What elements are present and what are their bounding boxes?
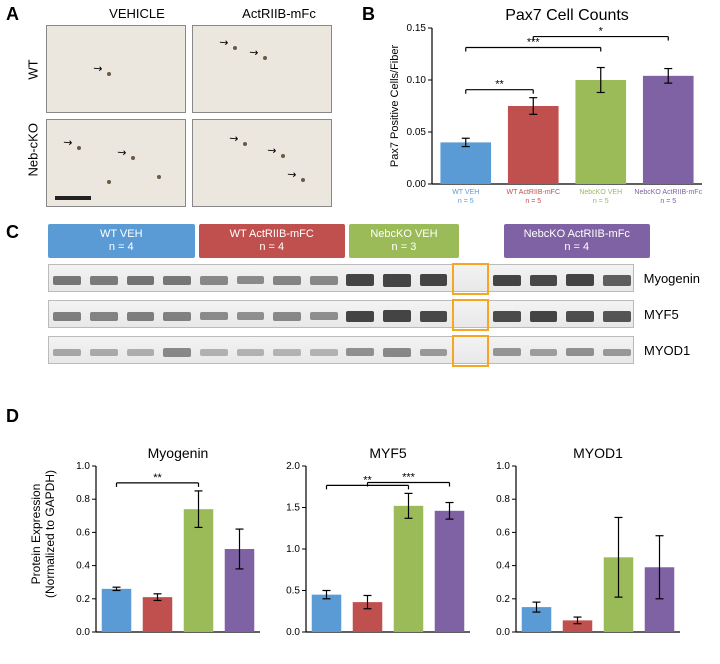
svg-text:*: * xyxy=(599,26,604,38)
svg-text:0.8: 0.8 xyxy=(76,494,90,505)
blot-name: MYF5 xyxy=(644,307,679,322)
svg-text:0.4: 0.4 xyxy=(76,561,90,572)
svg-text:0.0: 0.0 xyxy=(496,627,510,638)
svg-text:1.0: 1.0 xyxy=(496,461,510,472)
micrograph-ko-act: ↘ ↘ ↘ xyxy=(192,119,332,207)
svg-text:n = 5: n = 5 xyxy=(458,198,474,205)
svg-text:Myogenin: Myogenin xyxy=(148,445,209,461)
svg-text:0.2: 0.2 xyxy=(496,594,510,605)
svg-text:0.6: 0.6 xyxy=(496,527,510,538)
svg-text:0.10: 0.10 xyxy=(407,75,427,86)
svg-text:0.00: 0.00 xyxy=(407,179,427,190)
svg-text:1.5: 1.5 xyxy=(286,503,300,514)
svg-text:***: *** xyxy=(402,472,416,484)
blot-row-myod1: MYOD1 xyxy=(20,336,700,364)
group-label-ko_act: NebcKO ActRIIB-mFcn = 4 xyxy=(504,224,651,258)
svg-text:n = 5: n = 5 xyxy=(660,198,676,205)
panel-c-label: C xyxy=(6,222,19,243)
svg-text:0.8: 0.8 xyxy=(496,494,510,505)
svg-text:**: ** xyxy=(495,79,504,91)
svg-text:0.2: 0.2 xyxy=(76,594,90,605)
svg-text:WT VEH: WT VEH xyxy=(452,189,479,196)
svg-text:WT ActRIIB-mFC: WT ActRIIB-mFC xyxy=(506,189,560,196)
svg-text:0.05: 0.05 xyxy=(407,127,427,138)
micrograph-wt-veh: ↘ xyxy=(46,25,186,113)
svg-text:n = 5: n = 5 xyxy=(525,198,541,205)
group-label-wt_act: WT ActRIIB-mFCn = 4 xyxy=(199,224,346,258)
panel-a: VEHICLE ActRIIB-mFc WT ↘ ↘ ↘ Neb-cKO xyxy=(20,6,350,207)
blot-row-myf5: MYF5 xyxy=(20,300,700,328)
panel-b-chart: Pax7 Cell Counts 0.00 0.05 0.10 0.15 Pax7 Pos… xyxy=(378,0,710,208)
svg-text:NebcKO ActRIIB-mFc: NebcKO ActRIIB-mFc xyxy=(634,189,702,196)
blot-row-myogenin: Myogenin xyxy=(20,264,700,292)
panel-a-col2: ActRIIB-mFc xyxy=(208,6,350,21)
panel-a-row2: Neb-cKO xyxy=(26,150,41,176)
svg-text:0.0: 0.0 xyxy=(286,627,300,638)
panel-d-ylabel: Protein Expression (Normalized to GAPDH) xyxy=(29,449,57,619)
panel-a-row1: WT xyxy=(26,56,41,82)
scalebar xyxy=(55,196,91,200)
group-label-wt_veh: WT VEHn = 4 xyxy=(48,224,195,258)
svg-text:Pax7 Cell Counts: Pax7 Cell Counts xyxy=(505,7,629,24)
panel-d-label: D xyxy=(6,406,19,427)
svg-text:Pax7 Positive Cells/Fiber: Pax7 Positive Cells/Fiber xyxy=(389,45,401,168)
svg-text:n = 5: n = 5 xyxy=(593,198,609,205)
panel-a-label: A xyxy=(6,4,19,25)
panel-c: WT VEHn = 4WT ActRIIB-mFCn = 4NebcKO VEH… xyxy=(20,224,700,372)
blot-name: MYOD1 xyxy=(644,343,690,358)
svg-text:NebcKO VEH: NebcKO VEH xyxy=(579,189,622,196)
panel-d: Protein Expression (Normalized to GAPDH)… xyxy=(20,410,710,650)
svg-text:1.0: 1.0 xyxy=(76,461,90,472)
svg-text:0.6: 0.6 xyxy=(76,527,90,538)
panel-a-col1: VEHICLE xyxy=(66,6,208,21)
svg-text:0.15: 0.15 xyxy=(407,23,427,34)
svg-text:0.0: 0.0 xyxy=(76,627,90,638)
panel-b-label: B xyxy=(362,4,375,25)
micrograph-wt-act: ↘ ↘ xyxy=(192,25,332,113)
blot-name: Myogenin xyxy=(644,271,700,286)
svg-text:**: ** xyxy=(153,472,162,484)
micrograph-ko-veh: ↘ ↘ xyxy=(46,119,186,207)
svg-text:1.0: 1.0 xyxy=(286,544,300,555)
svg-text:0.4: 0.4 xyxy=(496,561,510,572)
svg-text:2.0: 2.0 xyxy=(286,461,300,472)
group-label-ko_veh: NebcKO VEHn = 3 xyxy=(349,224,459,258)
svg-text:MYF5: MYF5 xyxy=(369,445,407,461)
svg-text:0.5: 0.5 xyxy=(286,586,300,597)
svg-text:MYOD1: MYOD1 xyxy=(573,445,623,461)
